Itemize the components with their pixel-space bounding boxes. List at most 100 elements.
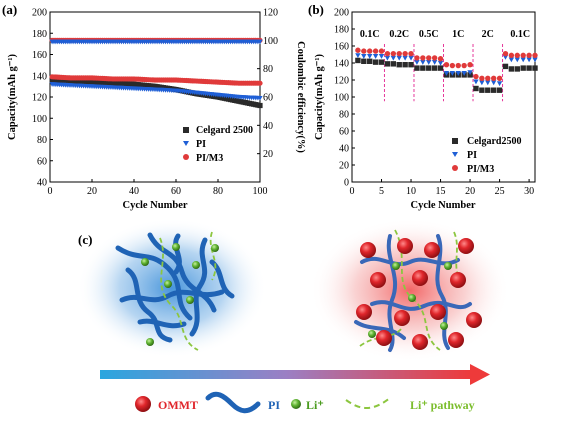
series-pi-a xyxy=(49,82,263,101)
pi-chains-composite xyxy=(354,234,472,352)
data-point-pi-m3-b xyxy=(402,50,408,57)
data-point-pi-m3-b xyxy=(496,75,503,82)
pi-chain xyxy=(435,234,450,350)
panel-b: (b) 0 5 10 15 20 25 30 0 20 40 60 80 100 120 140 160 180… xyxy=(308,2,538,211)
y2-tick-label-a: 40 xyxy=(263,121,273,132)
data-point-pi-b xyxy=(402,55,408,61)
data-point-pi-b xyxy=(384,55,391,61)
data-point-pi-m3-b xyxy=(479,75,485,82)
pi-chain xyxy=(125,267,173,343)
legend-marker-celgard-a xyxy=(183,127,189,133)
data-point-pi-b xyxy=(378,54,385,59)
data-point-pi-b xyxy=(455,71,461,76)
data-point-pi-b xyxy=(502,54,509,60)
pi-chain xyxy=(189,237,208,337)
y-tick-label-b: 60 xyxy=(339,127,349,138)
y-tick-label-b: 120 xyxy=(334,76,349,87)
y-tick-label-a: 180 xyxy=(32,29,47,40)
data-point-pi-m3-b xyxy=(467,61,473,68)
rate-dividers-b xyxy=(383,44,504,102)
data-point-pi-b xyxy=(467,70,473,76)
rate-labels-b: 0.1C 0.2C 0.5C 1C 2C 0.1C xyxy=(360,29,530,40)
pi-chain xyxy=(147,232,217,313)
pi-ommt-membrane-illustration xyxy=(310,218,510,362)
data-point-pi-m3-b xyxy=(485,75,491,82)
data-point-celgard2500-b xyxy=(520,65,526,71)
y-tick-label-a: 200 xyxy=(32,8,47,19)
x-tick-label-b: 20 xyxy=(465,186,475,197)
data-point-pi-b xyxy=(496,81,503,87)
data-point-pi-b xyxy=(414,59,420,65)
data-point-celgard2500-b xyxy=(490,87,497,93)
illustration-key: OMMT PI Li⁺ Li⁺ pathway xyxy=(135,391,475,414)
axis-ticks-b: 0 5 10 15 20 25 30 0 20 40 60 80 100 120 140 160 180 200 xyxy=(334,8,534,198)
ommt-particle xyxy=(430,304,446,320)
series-pi-b xyxy=(355,53,538,87)
legend-marker-pim3-a xyxy=(183,154,189,160)
y-tick-label-b: 100 xyxy=(334,93,349,104)
data-point-pi-a xyxy=(257,95,263,101)
data-point-pi-b xyxy=(490,80,497,86)
data-point-pi-m3-b xyxy=(449,62,456,69)
data-point-pi-m3-b xyxy=(461,62,467,69)
ommt-particle xyxy=(450,272,466,288)
x-tick-label-a: 80 xyxy=(213,186,223,197)
ommt-particle xyxy=(376,330,392,346)
panel-c-label: (c) xyxy=(78,232,92,247)
pi-chain xyxy=(115,245,193,321)
x-tick-label-b: 10 xyxy=(406,186,416,197)
data-point-pi-b xyxy=(443,71,450,76)
ommt-particle xyxy=(466,312,482,328)
data-point-pi-m3-b xyxy=(355,47,361,53)
data-point-celgard2500-b xyxy=(532,65,538,71)
data-point-celgard2500-b xyxy=(378,59,385,65)
data-point-pi-m3-b xyxy=(455,62,461,69)
data-point-pi-b xyxy=(479,80,485,86)
legend-a: Celgard 2500 PI PI/M3 xyxy=(183,125,253,164)
li-ion xyxy=(186,296,194,304)
red-glow xyxy=(310,218,510,362)
panel-a-label: (a) xyxy=(2,2,17,17)
ommt-particle xyxy=(458,238,474,254)
data-point-pi-b xyxy=(461,71,467,76)
ommt-particle xyxy=(448,332,464,348)
y-tick-label-b: 140 xyxy=(334,59,349,70)
data-point-pi-m3-b xyxy=(378,48,385,54)
li-ion xyxy=(164,280,172,288)
data-point-pi-b xyxy=(396,55,402,61)
y2-tick-label-a: 60 xyxy=(263,93,273,104)
legend-label-pim3-b: PI/M3 xyxy=(467,164,494,175)
legend-marker-pi-a xyxy=(183,141,189,146)
y-axis-title-a: Capacity(mAh g⁻¹) xyxy=(7,54,18,140)
data-point-celgard-2500-a xyxy=(257,102,263,109)
x-tick-label-b: 25 xyxy=(495,186,505,197)
ommt-particle xyxy=(412,334,428,350)
rate-label: 2C xyxy=(482,29,494,40)
data-point-pi-m3-b xyxy=(361,48,367,54)
li-ion xyxy=(172,243,180,251)
key-label-ommt: OMMT xyxy=(158,398,198,412)
ommt-particle xyxy=(412,270,428,286)
data-point-pi-m3-b xyxy=(372,48,379,54)
pi-chain xyxy=(173,233,182,275)
arrow-shaft xyxy=(100,370,472,379)
data-point-pi-m3-b xyxy=(390,50,397,57)
y2-tick-label-a: 120 xyxy=(263,8,278,19)
data-point-celgard2500-b xyxy=(367,58,373,64)
data-point-pi-m3-b xyxy=(526,52,532,59)
li-ion xyxy=(368,330,376,338)
li-pathway-left xyxy=(209,231,217,281)
x-tick-label-b: 5 xyxy=(379,186,384,197)
y-tick-label-a: 80 xyxy=(37,135,47,146)
data-point-pi-b xyxy=(367,54,373,59)
rate-label: 1C xyxy=(452,29,464,40)
li-ion xyxy=(444,262,452,270)
data-point-pi-m3-b xyxy=(520,52,526,59)
data-point-pi-m3-b xyxy=(431,55,438,61)
data-point-celgard2500-b xyxy=(361,58,367,64)
pi-chain xyxy=(354,320,406,340)
data-point-celgard2500-b xyxy=(420,65,426,71)
li-ion xyxy=(192,261,200,269)
pi-membrane-illustration xyxy=(77,218,267,358)
y2-tick-label-a: 20 xyxy=(263,149,273,160)
